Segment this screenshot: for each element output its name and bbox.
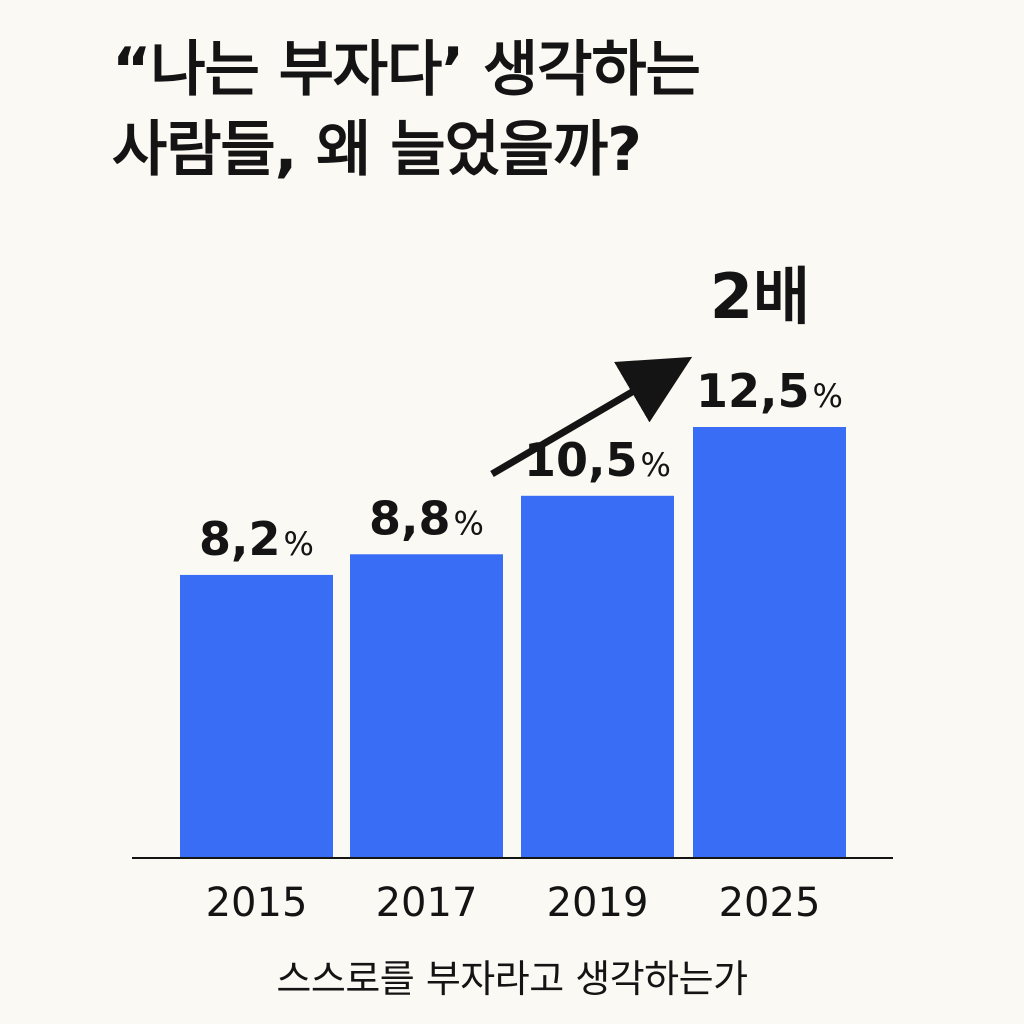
chart-title: “나는 부자다’ 생각하는 사람들, 왜 늘었을까? xyxy=(112,30,992,190)
growth-annotation: 2배 xyxy=(710,260,810,333)
value-label-2025: 12,5% xyxy=(696,364,843,418)
title-line-1: “나는 부자다’ 생각하는 xyxy=(112,35,701,105)
x-tick-label-2025: 2025 xyxy=(719,880,821,926)
value-label-2017: 8,8% xyxy=(369,491,484,545)
value-label-2015: 8,2% xyxy=(199,512,314,566)
bar-2015 xyxy=(180,574,333,857)
bar-2017 xyxy=(350,554,503,857)
x-tick-label-2015: 2015 xyxy=(206,880,308,926)
bar-2025 xyxy=(693,427,846,857)
growth-arrow xyxy=(490,356,693,478)
title-line-2: 사람들, 왜 늘었을까? xyxy=(112,115,642,185)
x-tick-label-2019: 2019 xyxy=(547,880,649,926)
x-tick-label-2017: 2017 xyxy=(376,880,478,926)
bar-2019 xyxy=(521,495,674,857)
x-axis-caption: 스스로를 부자라고 생각하는가 xyxy=(276,957,748,1001)
